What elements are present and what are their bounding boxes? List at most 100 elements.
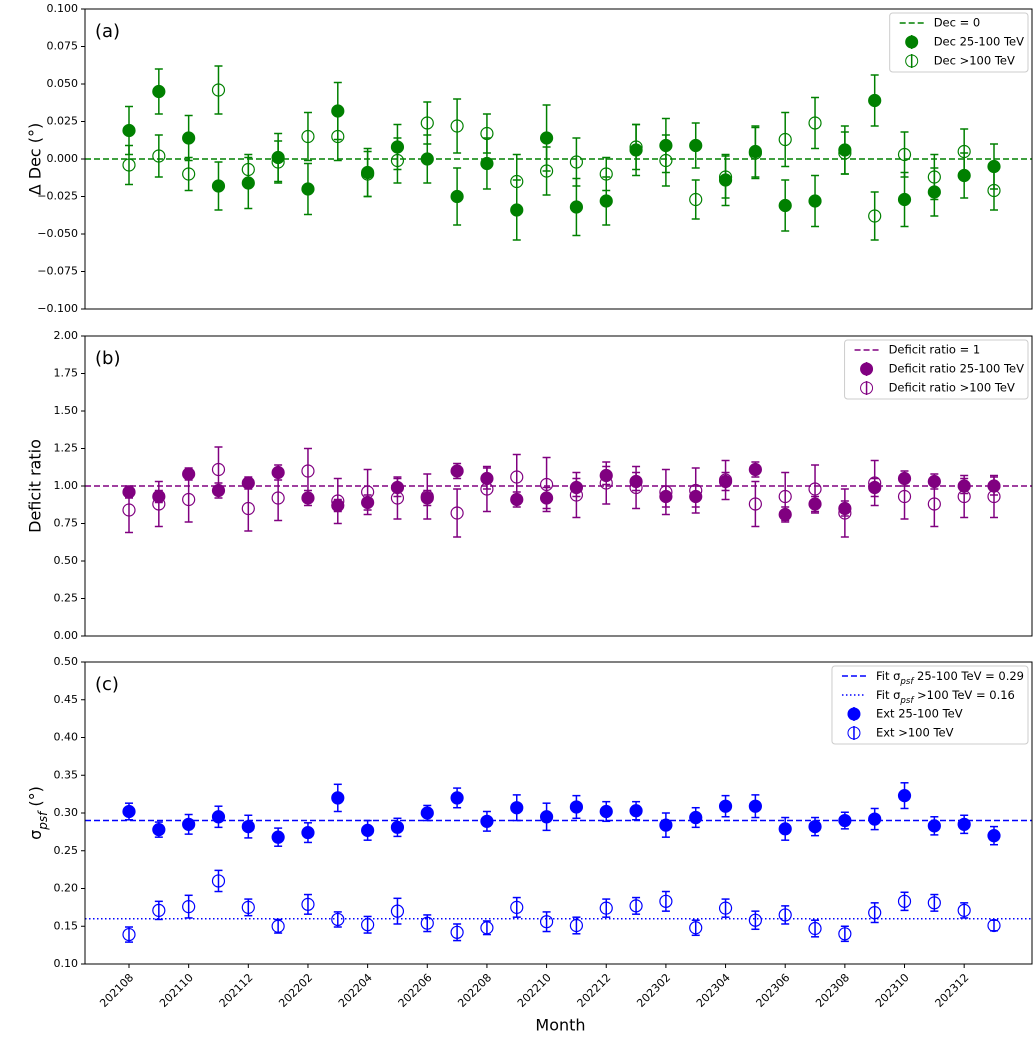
marker <box>241 819 255 834</box>
error-bar <box>990 919 998 932</box>
marker <box>211 83 226 97</box>
y-tick-label: 0.30 <box>54 806 79 819</box>
error-bar <box>751 480 760 528</box>
marker <box>301 826 315 840</box>
y-tick-label: −0.075 <box>37 265 78 278</box>
legend-swatch <box>847 707 861 721</box>
marker <box>897 147 912 162</box>
legend-label: Dec 25-100 TeV <box>934 35 1024 49</box>
y-tick-label: −0.100 <box>37 302 78 315</box>
error-bar <box>423 473 432 520</box>
marker <box>748 146 762 160</box>
marker <box>599 476 613 490</box>
error-bar <box>184 894 193 919</box>
marker <box>599 194 613 208</box>
y-tick-label: 0.000 <box>47 152 79 165</box>
x-tick-label: 202310 <box>873 971 912 1010</box>
error-bar <box>990 170 998 211</box>
marker <box>778 489 792 504</box>
marker <box>152 84 166 99</box>
y-tick-label: 0.50 <box>54 655 79 668</box>
marker <box>152 823 166 837</box>
marker <box>301 129 315 144</box>
marker <box>689 483 703 498</box>
y-tick-label: −0.050 <box>37 227 78 240</box>
marker <box>569 155 584 169</box>
marker <box>480 156 494 171</box>
plot-frame <box>84 335 1033 637</box>
marker <box>241 900 255 914</box>
marker <box>211 810 226 824</box>
error-bar <box>512 453 521 501</box>
marker <box>122 503 136 517</box>
y-tick-label: 0.25 <box>54 844 79 857</box>
error-bar <box>661 890 670 912</box>
error-bar <box>184 476 193 523</box>
marker <box>271 830 285 844</box>
marker <box>778 198 792 213</box>
marker <box>778 822 792 836</box>
error-bar <box>363 468 372 516</box>
marker <box>420 916 434 930</box>
marker <box>748 799 762 813</box>
marker <box>718 170 733 184</box>
marker <box>838 506 852 520</box>
marker <box>450 506 464 520</box>
marker <box>361 485 375 499</box>
marker <box>122 123 136 138</box>
error-bar <box>870 902 879 924</box>
error-bar <box>840 925 849 943</box>
error-bar <box>154 480 163 528</box>
error-bar <box>125 486 133 534</box>
error-bar <box>393 476 402 520</box>
legend-label: Deficit ratio 25-100 TeV <box>889 362 1025 376</box>
error-bar <box>990 474 998 519</box>
marker <box>689 138 703 153</box>
marker <box>927 497 941 511</box>
legend-frame <box>831 665 1029 745</box>
error-bar <box>661 134 670 187</box>
y-tick-label: 0.00 <box>54 629 79 642</box>
marker <box>480 482 494 496</box>
x-tick-label: 202110 <box>157 971 196 1010</box>
marker <box>689 810 703 825</box>
error-bar <box>274 140 283 184</box>
marker <box>331 912 345 927</box>
marker <box>510 801 524 815</box>
marker <box>539 810 554 824</box>
marker <box>510 470 524 484</box>
x-tick-label: 202112 <box>217 971 256 1010</box>
legend-label: Ext >100 TeV <box>876 726 954 740</box>
marker <box>957 817 971 831</box>
marker <box>718 473 733 487</box>
y-tick-label: 0.050 <box>47 77 79 90</box>
y-tick-label: 0.45 <box>54 693 79 706</box>
error-bar <box>274 918 283 934</box>
legend: Deficit ratio = 1 Deficit ratio 25-100 Te… <box>844 339 1029 400</box>
y-tick-label: 0.10 <box>54 957 79 970</box>
marker <box>957 903 971 917</box>
marker <box>897 192 912 207</box>
marker <box>182 492 196 507</box>
marker <box>122 804 136 819</box>
legend-frame <box>844 339 1029 400</box>
legend-swatch <box>860 362 874 376</box>
marker <box>390 153 405 168</box>
marker <box>152 149 166 163</box>
error-bar <box>542 146 551 196</box>
marker <box>361 823 375 837</box>
plot-frame <box>84 661 1033 965</box>
marker <box>182 900 196 914</box>
error-bar <box>721 155 730 199</box>
marker <box>569 200 584 214</box>
marker <box>808 482 822 496</box>
y-tick-label: 0.25 <box>54 592 79 605</box>
error-bar <box>900 473 909 520</box>
y-tick-label: −0.025 <box>37 190 78 203</box>
error-bar <box>870 459 879 507</box>
marker <box>361 918 375 932</box>
marker <box>778 132 792 147</box>
error-bar <box>781 471 790 522</box>
marker <box>390 820 405 834</box>
